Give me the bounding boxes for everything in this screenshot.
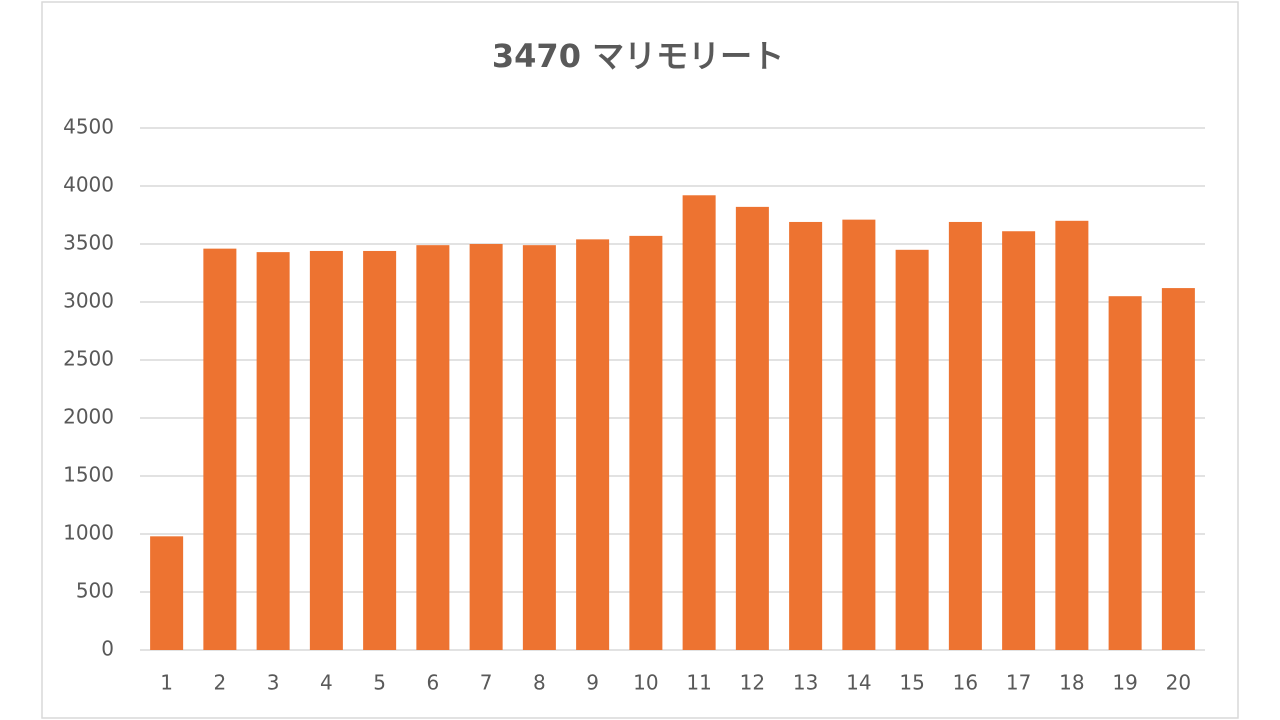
x-tick-label: 19 xyxy=(1112,671,1137,695)
y-tick-label: 3000 xyxy=(63,289,114,313)
x-tick-label: 5 xyxy=(373,671,386,695)
bar xyxy=(522,245,556,650)
bar xyxy=(576,239,610,651)
x-tick-label: 4 xyxy=(320,671,333,695)
bar xyxy=(416,245,450,650)
bar xyxy=(842,219,876,650)
x-tick-label: 8 xyxy=(533,671,546,695)
bar xyxy=(1161,288,1195,650)
bar xyxy=(203,248,237,650)
bar xyxy=(469,244,503,650)
bar xyxy=(256,252,290,650)
x-tick-label: 9 xyxy=(586,671,599,695)
y-tick-label: 4500 xyxy=(63,115,114,139)
chart-title: 3470 マリモリート xyxy=(492,37,784,75)
y-tick-label: 0 xyxy=(101,637,114,661)
bar xyxy=(1002,231,1036,651)
bar xyxy=(629,235,663,650)
x-tick-label: 11 xyxy=(686,671,711,695)
bar xyxy=(682,195,716,650)
y-tick-label: 4000 xyxy=(63,173,114,197)
bar xyxy=(363,250,397,650)
x-tick-label: 7 xyxy=(480,671,493,695)
x-tick-label: 18 xyxy=(1059,671,1084,695)
bar xyxy=(1108,296,1142,650)
bar xyxy=(895,249,929,651)
bar xyxy=(1055,220,1089,651)
x-tick-label: 16 xyxy=(953,671,978,695)
x-tick-label: 15 xyxy=(899,671,924,695)
x-tick-label: 10 xyxy=(633,671,658,695)
y-tick-label: 2000 xyxy=(63,405,114,429)
y-tick-label: 1500 xyxy=(63,463,114,487)
x-tick-label: 3 xyxy=(267,671,280,695)
x-tick-label: 13 xyxy=(793,671,818,695)
y-tick-label: 500 xyxy=(76,579,114,603)
y-tick-label: 2500 xyxy=(63,347,114,371)
bar xyxy=(789,221,823,650)
bar xyxy=(735,206,769,650)
y-tick-label: 3500 xyxy=(63,231,114,255)
x-tick-label: 14 xyxy=(846,671,871,695)
x-tick-label: 6 xyxy=(427,671,440,695)
bar xyxy=(309,250,343,650)
y-tick-label: 1000 xyxy=(63,521,114,545)
x-tick-label: 1 xyxy=(160,671,173,695)
x-tick-label: 17 xyxy=(1006,671,1031,695)
bar xyxy=(150,536,184,650)
x-tick-label: 20 xyxy=(1166,671,1191,695)
bar xyxy=(948,221,982,650)
x-tick-label: 2 xyxy=(214,671,227,695)
x-tick-label: 12 xyxy=(740,671,765,695)
